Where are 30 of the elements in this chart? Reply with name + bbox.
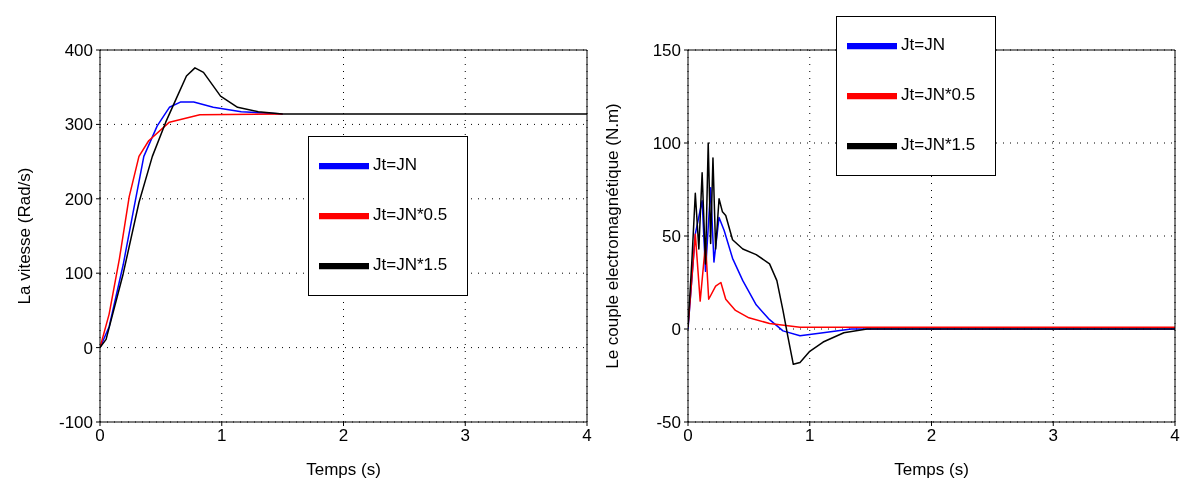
- y-tick-label: 200: [64, 189, 93, 209]
- y-tick-label: -50: [656, 413, 681, 433]
- y-tick-label: -100: [58, 413, 93, 433]
- legend-label: Jt=JN: [901, 35, 945, 55]
- x-tick-label: 3: [460, 426, 470, 446]
- legend-label: Jt=JN*1.5: [901, 135, 976, 155]
- y-tick-label: 0: [83, 338, 93, 358]
- y-tick-label: 0: [671, 320, 681, 340]
- x-axis-title: Temps (s): [306, 460, 381, 479]
- legend-label: Jt=JN*0.5: [373, 205, 448, 225]
- y-tick-label: 150: [652, 41, 681, 61]
- y-axis-title: La vitesse (Rad/s): [15, 167, 35, 305]
- line-series: [688, 233, 1175, 328]
- y-tick-label: 100: [64, 264, 93, 284]
- x-tick-label: 3: [1048, 426, 1058, 446]
- x-tick-label: 4: [582, 426, 592, 446]
- y-tick-label: 300: [64, 115, 93, 135]
- legend-label: Jt=JN: [373, 155, 417, 175]
- y-axis-title: Le couple electromagnétique (N.m): [603, 103, 623, 369]
- x-axis-title: Temps (s): [894, 460, 969, 479]
- y-tick-label: 400: [64, 41, 93, 61]
- legend-label: Jt=JN*1.5: [373, 255, 448, 275]
- x-tick-label: 1: [805, 426, 815, 446]
- legend-label: Jt=JN*0.5: [901, 85, 976, 105]
- x-tick-label: 2: [338, 426, 349, 446]
- y-tick-label: 100: [652, 134, 681, 154]
- x-tick-label: 1: [217, 426, 227, 446]
- x-tick-label: 4: [1170, 426, 1180, 446]
- x-tick-label: 2: [926, 426, 937, 446]
- y-tick-label: 50: [662, 227, 681, 247]
